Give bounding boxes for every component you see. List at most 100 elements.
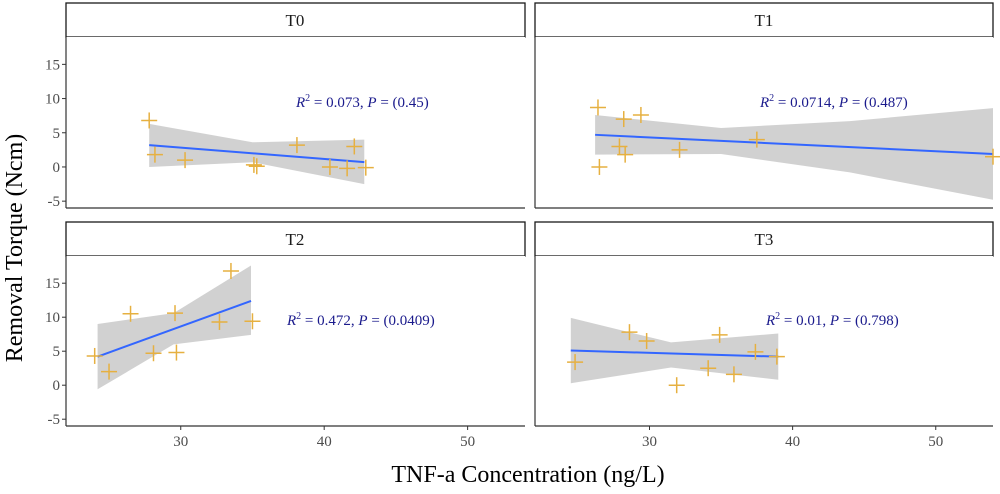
x-tick: 40: [785, 426, 800, 450]
data-point: [567, 354, 584, 371]
x-tick-label: 40: [317, 434, 332, 450]
data-point: [222, 262, 239, 279]
data-point: [146, 146, 163, 163]
facet-panel-t1: T1 R2 = 0.0714, P = (0.487): [534, 2, 1000, 209]
data-point: [985, 148, 1000, 165]
x-tick: 30: [642, 426, 657, 450]
y-tick: 10: [45, 310, 66, 326]
data-point: [591, 158, 608, 175]
data-point: [245, 156, 262, 173]
regression-line: [595, 133, 994, 155]
y-tick-label: 15: [45, 57, 60, 73]
data-point: [621, 324, 638, 341]
y-axis-ticks-bottom: -5 0 5 10 15: [45, 276, 66, 428]
facet-strip: T3: [534, 221, 994, 257]
y-tick: -5: [48, 194, 66, 210]
plot-area: [534, 37, 1000, 209]
facet-strip: T1: [534, 2, 994, 38]
facet-panel-t3: T3 R2 = 0.01, P = (0.798): [534, 221, 994, 427]
regression-line: [149, 144, 365, 164]
x-tick: 40: [317, 426, 332, 450]
fit-annotation: R2 = 0.073, P = (0.45): [295, 93, 429, 111]
confidence-ribbon: [595, 108, 993, 200]
x-tick-label: 30: [642, 434, 657, 450]
data-point: [748, 131, 765, 148]
data-point: [321, 158, 338, 175]
data-point: [638, 333, 655, 349]
y-tick-label: -5: [48, 412, 61, 428]
plot-area: [65, 256, 525, 427]
x-axis-ticks-right: 30 40 50: [642, 426, 943, 450]
data-point: [101, 363, 118, 380]
facet-strip: T2: [65, 221, 526, 257]
x-axis-title: TNF-a Concentration (ng/L): [391, 462, 664, 488]
data-point: [244, 313, 261, 330]
y-tick: 0: [53, 160, 66, 176]
data-point: [671, 141, 688, 158]
y-tick: 0: [53, 378, 66, 394]
strip-label: T0: [286, 11, 305, 30]
x-axis-ticks-left: 30 40 50: [173, 426, 475, 450]
strip-box: [65, 221, 526, 257]
data-point: [177, 152, 194, 169]
fit-annotation: R2 = 0.472, P = (0.0409): [286, 311, 435, 329]
data-point: [248, 158, 265, 175]
data-point: [725, 366, 742, 383]
confidence-ribbon: [97, 265, 251, 390]
y-tick: -5: [48, 412, 66, 428]
y-axis-title: Removal Torque (Ncm): [2, 134, 28, 362]
data-point: [339, 160, 356, 177]
plot-area: [534, 256, 993, 427]
data-point: [145, 345, 162, 362]
x-tick: 30: [173, 426, 188, 450]
facet-panel-t0: T0 R2 = 0.073, P = (0.45): [65, 2, 526, 209]
data-point: [768, 348, 785, 365]
x-tick-label: 50: [928, 434, 943, 450]
data-point: [747, 343, 764, 360]
y-axis-ticks-top: -5 0 5 10 15: [45, 57, 66, 210]
strip-box: [534, 2, 994, 38]
x-tick-label: 50: [460, 434, 475, 450]
y-tick-label: 0: [53, 378, 61, 394]
y-tick-label: 5: [53, 344, 61, 360]
y-tick-label: 15: [45, 276, 60, 292]
data-point: [346, 138, 363, 155]
strip-label: T2: [286, 230, 305, 249]
data-point: [357, 159, 374, 176]
data-point: [211, 313, 228, 330]
data-point: [167, 305, 184, 322]
y-tick: 10: [45, 92, 66, 108]
fit-annotation: R2 = 0.0714, P = (0.487): [759, 93, 908, 111]
data-point: [122, 305, 139, 322]
facet-panel-t2: T2 R2 = 0.472, P = (0.0409): [65, 221, 526, 427]
panel-background: [66, 37, 525, 208]
data-point: [711, 326, 728, 343]
data-point: [668, 377, 685, 394]
y-tick: 15: [45, 276, 66, 292]
y-tick: 5: [53, 126, 66, 142]
y-tick-label: 10: [45, 92, 60, 108]
regression-line: [570, 349, 779, 358]
data-point: [632, 106, 649, 123]
x-tick: 50: [928, 426, 943, 450]
plot-area: [65, 37, 525, 209]
strip-box: [534, 221, 994, 257]
data-point: [700, 360, 717, 377]
data-point: [288, 137, 305, 154]
y-tick-label: -5: [48, 194, 61, 210]
regression-line: [97, 299, 252, 358]
y-tick-label: 5: [53, 126, 61, 142]
facet-strip: T0: [65, 2, 526, 38]
data-point: [617, 146, 634, 163]
y-tick-label: 0: [53, 160, 61, 176]
x-tick-label: 30: [173, 434, 188, 450]
confidence-ribbon: [570, 317, 779, 384]
data-point: [611, 138, 628, 155]
fit-annotation: R2 = 0.01, P = (0.798): [765, 311, 899, 329]
x-tick: 50: [460, 426, 475, 450]
y-tick: 5: [53, 344, 66, 360]
y-tick: 15: [45, 57, 66, 73]
data-point: [86, 347, 103, 364]
data-point: [141, 112, 158, 129]
